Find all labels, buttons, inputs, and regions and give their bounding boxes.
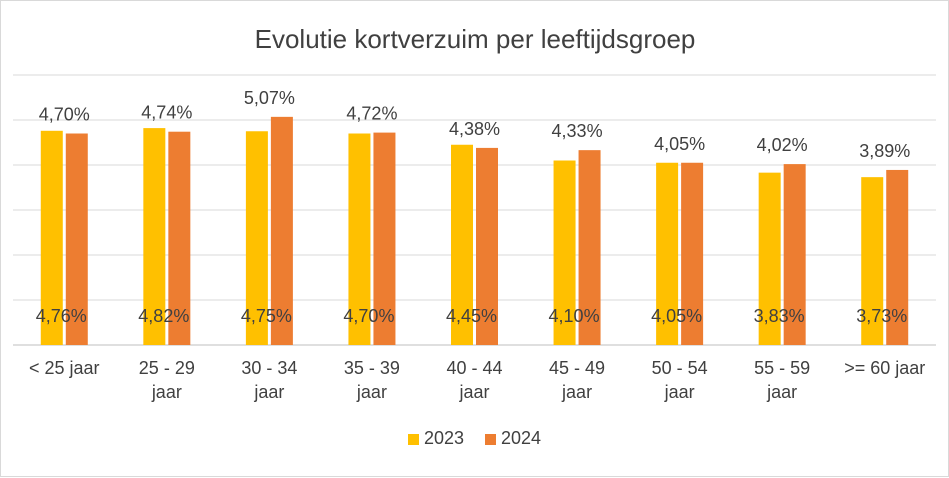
data-labels: 4,70% 4,76% 4,74% 4,82% 5,07% 4,75% 4,72% 4,70%… [36, 88, 910, 326]
bar-2023 [348, 133, 371, 345]
bar-2023 [758, 172, 781, 345]
data-label-2023: 4,82% [138, 306, 189, 326]
bar-2024 [476, 147, 498, 345]
data-label-2023: 4,75% [241, 306, 292, 326]
data-label-2024: 5,07% [244, 88, 295, 108]
data-label-2023: 4,70% [343, 306, 394, 326]
data-label-2023: 3,73% [856, 306, 907, 326]
x-tick-label: 40 - 44 [446, 358, 502, 378]
data-label-2023: 4,10% [549, 306, 600, 326]
x-axis-tick-labels: < 25 jaar 25 - 29 jaar 30 - 34 jaar 35 - 39 ja… [29, 358, 925, 402]
legend-label-2024: 2024 [501, 428, 541, 448]
legend-swatch-2024 [485, 434, 496, 445]
data-label-2023: 4,45% [446, 306, 497, 326]
bar-2023 [451, 144, 473, 345]
bar-2023 [245, 131, 268, 345]
legend-label-2023: 2023 [424, 428, 464, 448]
bar-2024 [578, 150, 601, 345]
gridlines [13, 74, 936, 346]
x-tick-label: jaar [151, 382, 182, 402]
x-tick-label: jaar [253, 382, 284, 402]
x-tick-label: 25 - 29 [139, 358, 195, 378]
bar-2023 [40, 130, 63, 345]
bars [40, 116, 909, 345]
data-label-2024: 4,70% [39, 105, 90, 125]
bar-2024 [270, 116, 293, 345]
legend-swatch-2023 [408, 434, 419, 445]
bar-2023 [861, 177, 884, 345]
data-label-2024: 4,02% [757, 135, 808, 155]
x-tick-label: 45 - 49 [549, 358, 605, 378]
bar-2024 [168, 131, 191, 345]
x-tick-label: 55 - 59 [754, 358, 810, 378]
x-tick-label: < 25 jaar [29, 358, 100, 378]
x-tick-label: 50 - 54 [652, 358, 708, 378]
data-label-2024: 3,89% [859, 141, 910, 161]
bar-2024 [373, 132, 396, 345]
bar-2024 [783, 164, 806, 345]
x-tick-label: jaar [561, 382, 592, 402]
bar-2023 [553, 160, 576, 345]
x-tick-label: 30 - 34 [241, 358, 297, 378]
data-label-2024: 4,38% [449, 119, 500, 139]
bar-2023 [656, 162, 679, 345]
data-label-2023: 4,05% [651, 306, 702, 326]
x-tick-label: jaar [356, 382, 387, 402]
data-label-2024: 4,72% [346, 104, 397, 124]
bar-2023 [143, 128, 166, 345]
bar-2024 [681, 162, 704, 345]
data-label-2023: 4,76% [36, 306, 87, 326]
bar-2024 [886, 169, 909, 345]
data-label-2024: 4,74% [141, 103, 192, 123]
x-tick-label: jaar [458, 382, 489, 402]
chart-title: Evolutie kortverzuim per leeftijdsgroep [255, 24, 696, 54]
x-tick-label: 35 - 39 [344, 358, 400, 378]
x-tick-label: jaar [664, 382, 695, 402]
data-label-2024: 4,33% [552, 121, 603, 141]
legend: 2023 2024 [408, 428, 541, 448]
bar-2024 [65, 133, 88, 345]
x-tick-label: jaar [766, 382, 797, 402]
data-label-2024: 4,05% [654, 134, 705, 154]
data-label-2023: 3,83% [754, 306, 805, 326]
x-tick-label: >= 60 jaar [844, 358, 925, 378]
